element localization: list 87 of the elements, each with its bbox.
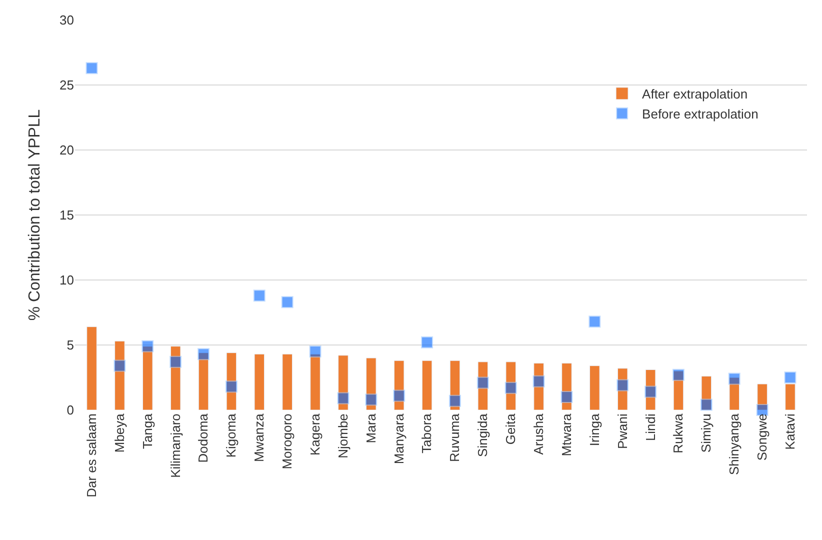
- x-tick-label: Simiyu: [698, 414, 714, 453]
- bar: [254, 354, 265, 410]
- bar: [617, 368, 628, 410]
- point: [198, 348, 210, 360]
- x-tick-label: Kagera: [307, 412, 322, 456]
- x-tick-label: Arusha: [531, 412, 546, 455]
- y-tick-label: 25: [60, 78, 74, 93]
- point: [728, 372, 740, 385]
- point: [393, 390, 406, 402]
- bar: [282, 354, 292, 410]
- y-tick-label: 15: [60, 208, 74, 223]
- point: [476, 376, 489, 389]
- bar: [142, 346, 153, 410]
- bar: [394, 360, 404, 410]
- bar: [757, 384, 768, 410]
- x-tick-label: Mwanza: [252, 412, 267, 462]
- point: [309, 346, 322, 358]
- bar: [310, 354, 320, 410]
- point: [616, 379, 629, 392]
- x-tick-label: Singida: [475, 412, 490, 457]
- bar: [366, 358, 376, 410]
- x-tick-label: Iringa: [586, 412, 602, 446]
- x-tick-label: Tanga: [140, 412, 155, 450]
- x-tick-label: Ruvuma: [447, 412, 462, 462]
- x-tick-label: Pwani: [614, 414, 630, 450]
- point: [448, 394, 461, 407]
- point: [225, 380, 238, 393]
- point: [504, 382, 517, 394]
- point: [588, 316, 601, 328]
- legend-label: Before extrapolation: [642, 106, 758, 122]
- point: [421, 336, 434, 348]
- point: [365, 394, 378, 406]
- bar: [506, 362, 516, 410]
- bar: [701, 376, 712, 410]
- x-tick-label: Manyara: [391, 412, 406, 464]
- point: [253, 290, 266, 302]
- bar: [729, 377, 740, 410]
- x-tick-label: Morogoro: [280, 414, 295, 470]
- point: [644, 386, 657, 398]
- x-tick-label: Geita: [503, 412, 518, 445]
- bar: [785, 384, 796, 410]
- y-tick-label: 10: [60, 272, 74, 288]
- x-tick-label: Songwe: [754, 414, 770, 461]
- x-tick-label: Shinyanga: [726, 412, 742, 476]
- y-tick-label: 5: [66, 338, 74, 353]
- bar: [645, 369, 656, 410]
- legend-label: After extrapolation: [642, 86, 748, 102]
- y-tick-label: 0: [66, 402, 74, 418]
- point: [86, 62, 98, 74]
- x-tick-label: Mara: [363, 412, 378, 444]
- point: [114, 360, 126, 372]
- x-tick-label: Kilimanjaro: [168, 414, 183, 478]
- bar: [534, 362, 544, 410]
- point: [560, 391, 573, 403]
- x-tick-label: Kigoma: [224, 412, 239, 458]
- bar: [562, 362, 572, 410]
- x-tick-label: Mtwara: [558, 412, 574, 456]
- bar: [673, 370, 684, 410]
- bar: [422, 360, 432, 410]
- point: [700, 398, 712, 411]
- x-tick-label: Lindi: [642, 413, 658, 442]
- point: [170, 356, 182, 368]
- y-tick-label: 30: [60, 12, 74, 28]
- bar: [114, 340, 125, 410]
- x-tick-label: Katavi: [782, 414, 798, 450]
- point: [281, 296, 294, 308]
- y-tick-label: 20: [60, 142, 74, 158]
- bar: [590, 366, 600, 410]
- x-tick-label: Njombe: [335, 414, 350, 458]
- x-tick-label: Tabora: [419, 412, 434, 454]
- x-tick-label: Mbeya: [112, 412, 127, 453]
- bar: [450, 360, 460, 410]
- bar: [86, 326, 97, 410]
- bar: [338, 355, 348, 410]
- y-axis-title: % Contribution to total YPPLL: [26, 109, 44, 321]
- bar: [478, 362, 488, 410]
- bar: [198, 352, 209, 410]
- bar: [170, 346, 181, 410]
- point: [142, 340, 154, 352]
- point: [784, 372, 796, 384]
- x-tick-label: Dodoma: [196, 412, 211, 463]
- x-tick-label: Rukwa: [670, 412, 686, 454]
- point: [532, 375, 545, 388]
- point: [672, 368, 684, 381]
- bar: [226, 352, 237, 410]
- x-tick-label: Dar es salaam: [84, 414, 99, 498]
- point: [337, 392, 350, 404]
